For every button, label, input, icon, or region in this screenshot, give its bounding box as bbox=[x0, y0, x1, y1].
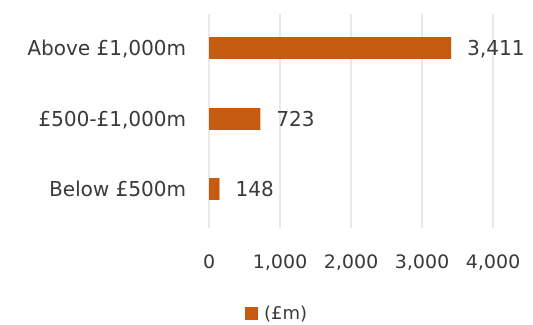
legend: (£m) bbox=[245, 303, 307, 324]
legend-swatch bbox=[245, 307, 258, 320]
category-label: £500-£1,000m bbox=[38, 107, 186, 131]
bars bbox=[209, 37, 452, 200]
data-label: 723 bbox=[276, 107, 314, 131]
data-label: 3,411 bbox=[467, 36, 524, 60]
bar bbox=[209, 37, 452, 59]
bar bbox=[209, 178, 220, 200]
legend-label: (£m) bbox=[264, 303, 307, 324]
category-label: Below £500m bbox=[49, 177, 186, 201]
bar bbox=[209, 108, 261, 130]
labels: 0 1,000 2,000 3,000 4,000 Above £1,000m 3,411 £… bbox=[27, 36, 524, 273]
x-tick-label: 1,000 bbox=[253, 251, 307, 273]
x-tick-label: 4,000 bbox=[466, 251, 520, 273]
x-tick-label: 3,000 bbox=[395, 251, 449, 273]
data-label: 148 bbox=[236, 177, 274, 201]
x-tick-label: 0 bbox=[203, 251, 215, 273]
category-label: Above £1,000m bbox=[27, 36, 186, 60]
x-tick-label: 2,000 bbox=[324, 251, 378, 273]
